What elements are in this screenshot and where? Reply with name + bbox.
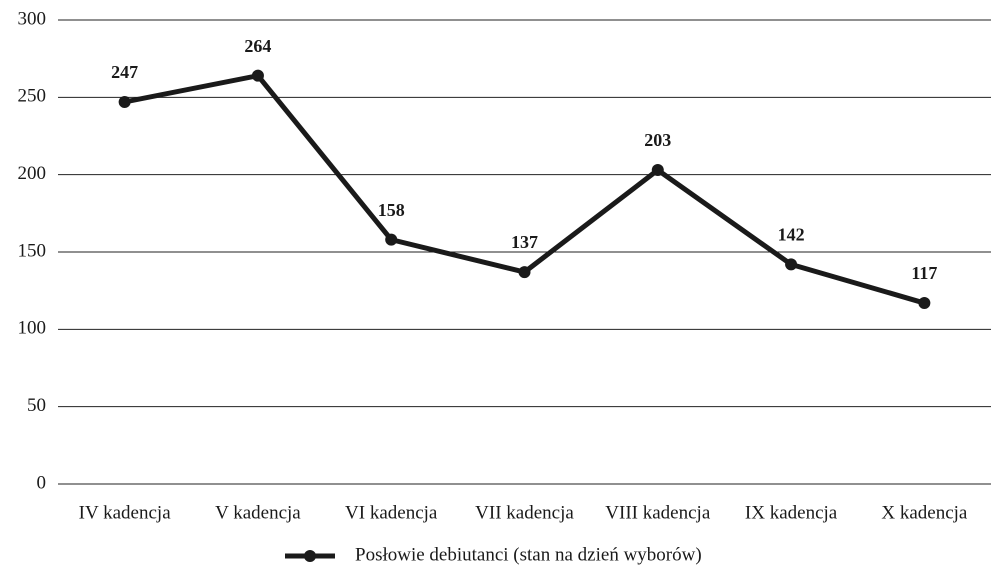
y-tick-label: 0 xyxy=(37,472,47,493)
data-label: 203 xyxy=(644,130,671,150)
data-label: 158 xyxy=(378,200,405,220)
data-point xyxy=(118,95,131,108)
data-point xyxy=(251,69,264,82)
data-point xyxy=(785,258,798,271)
x-tick-label: IX kadencja xyxy=(745,502,838,523)
legend-marker xyxy=(304,550,316,562)
data-point xyxy=(518,266,531,279)
x-tick-label: X kadencja xyxy=(881,502,968,523)
x-tick-label: IV kadencja xyxy=(79,502,172,523)
data-point xyxy=(651,164,664,177)
data-label: 142 xyxy=(778,224,805,244)
x-tick-label: VI kadencja xyxy=(345,502,438,523)
data-point xyxy=(385,233,398,246)
x-tick-label: V kadencja xyxy=(215,502,301,523)
x-tick-label: VIII kadencja xyxy=(605,502,711,523)
data-label: 264 xyxy=(244,36,271,56)
y-tick-label: 200 xyxy=(18,163,47,184)
data-label: 137 xyxy=(511,232,538,252)
y-tick-label: 50 xyxy=(27,395,46,416)
legend-label: Posłowie debiutanci (stan na dzień wybor… xyxy=(355,544,702,565)
data-point xyxy=(918,297,931,310)
y-tick-label: 250 xyxy=(18,86,47,107)
data-label: 117 xyxy=(911,263,937,283)
y-tick-label: 300 xyxy=(18,8,47,29)
y-tick-label: 150 xyxy=(18,240,47,261)
x-tick-label: VII kadencja xyxy=(475,502,574,523)
data-label: 247 xyxy=(111,62,138,82)
y-tick-label: 100 xyxy=(18,318,47,339)
